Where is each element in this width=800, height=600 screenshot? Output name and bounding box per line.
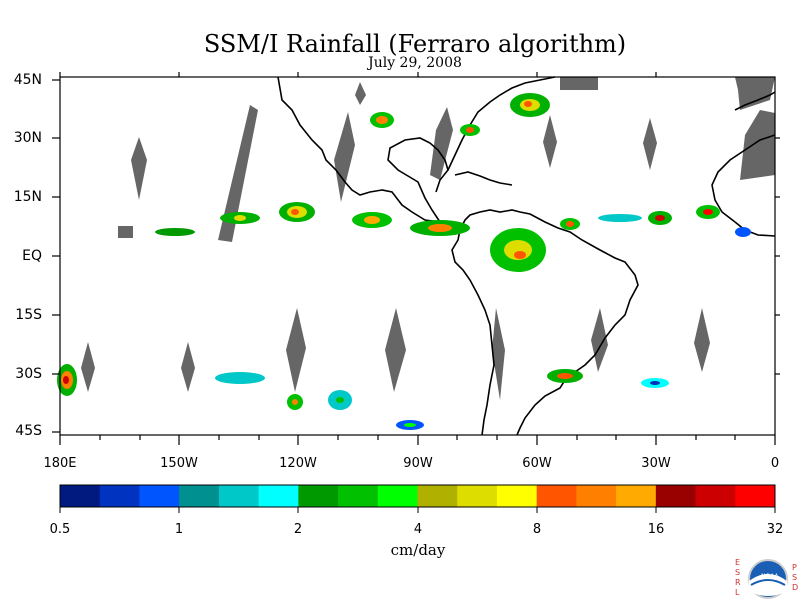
colorbar-cell (99, 485, 140, 507)
colorbar-cell (695, 485, 736, 507)
colorbar-cell (338, 485, 379, 507)
logo-badge-text: NOAA (761, 573, 779, 580)
rain-cluster (370, 112, 394, 128)
rain-cluster (510, 93, 550, 117)
colorbar-cell (496, 485, 538, 507)
colorbar-label: 2 (293, 522, 303, 537)
colorbar-label: 32 (766, 522, 784, 537)
swath (591, 308, 608, 372)
colorbar-ticks (59, 507, 776, 513)
lon-label-90w: 90W (403, 456, 433, 471)
map-title: SSM/I Rainfall (Ferraro algorithm) (203, 30, 627, 58)
colorbar-cell (536, 485, 577, 507)
colorbar-cell (576, 485, 617, 507)
colorbar-cell (377, 485, 418, 507)
logo-right-letters: PSD (792, 563, 799, 592)
colorbar-cell (655, 485, 696, 507)
rain-cluster (648, 211, 672, 225)
colorbar-label: 0.5 (49, 522, 71, 537)
colorbar-cell (735, 485, 776, 507)
rain-cluster (215, 372, 265, 384)
colorbar-cell (457, 485, 498, 507)
map-area (60, 77, 775, 435)
swath (286, 308, 306, 392)
map-date: July 29, 2008 (368, 55, 462, 71)
lat-label-45n: 45N (13, 72, 42, 88)
swath (81, 342, 95, 392)
rain-cluster (396, 420, 424, 430)
colorbar-cell (417, 485, 458, 507)
axis-ticks (52, 72, 780, 445)
colorbar-label: 4 (413, 522, 423, 537)
rain-cluster (57, 364, 77, 396)
colorbar-cell (258, 485, 299, 507)
rain-cluster (598, 214, 642, 222)
swath (181, 342, 195, 392)
swath (355, 82, 366, 105)
lon-label-0: 0 (770, 456, 780, 471)
lat-label-30s: 30S (15, 366, 42, 382)
lon-label-60w: 60W (522, 456, 552, 471)
swath (735, 77, 775, 110)
colorbar-label: 1 (174, 522, 184, 537)
lat-label-45s: 45S (15, 423, 42, 439)
rain-cluster (735, 227, 751, 237)
swath (643, 118, 657, 170)
coastline-caribbean-islands (454, 171, 513, 186)
swath (492, 308, 505, 400)
colorbar-cell (139, 485, 180, 507)
swath (430, 107, 453, 180)
swath (694, 308, 710, 372)
lat-label-15n: 15N (13, 189, 42, 205)
rain-cluster (560, 218, 580, 230)
no-data-swaths (81, 77, 775, 400)
colorbar-label: 8 (532, 522, 542, 537)
colorbar-label: 16 (647, 522, 665, 537)
colorbar (59, 484, 776, 508)
lat-label-eq: EQ (22, 248, 42, 264)
rain-cluster (696, 205, 720, 219)
swath (218, 105, 258, 242)
rain-cluster (460, 124, 480, 136)
colorbar-cell (616, 485, 657, 507)
lon-label-120w: 120W (279, 456, 317, 471)
colorbar-cell (218, 485, 260, 507)
swath (560, 77, 598, 90)
noaa-badge-icon (748, 559, 788, 599)
colorbar-cell (298, 485, 339, 507)
lon-label-150w: 150W (160, 456, 198, 471)
coastline-south-america-west (451, 229, 495, 436)
swath (118, 226, 133, 238)
rain-cluster (220, 212, 260, 224)
lat-label-15s: 15S (15, 307, 42, 323)
logo-left-letters: ESRL (735, 558, 741, 597)
rain-cluster (490, 228, 546, 272)
coastline-iberia (734, 91, 776, 111)
coastline-north-america-east (447, 76, 556, 171)
colorbar-cell (179, 485, 220, 507)
rain-cluster (547, 369, 583, 383)
rainfall-clusters (57, 93, 751, 430)
rain-cluster (410, 220, 470, 236)
lat-label-30n: 30N (13, 130, 42, 146)
swath (131, 137, 147, 200)
swath (385, 308, 406, 392)
swath (543, 115, 557, 168)
colorbar-unit: cm/day (390, 541, 446, 559)
swath (740, 110, 775, 180)
colorbar-cell (60, 485, 101, 507)
rain-cluster (279, 202, 315, 222)
lon-label-180e: 180E (43, 456, 77, 471)
lon-label-30w: 30W (641, 456, 671, 471)
coastline-gulf-of-mexico (387, 137, 449, 223)
rain-cluster (155, 228, 195, 236)
swath (334, 112, 355, 202)
rain-cluster (287, 394, 303, 410)
noaa-logo: ESRL NOAA PSD (735, 555, 800, 600)
rain-cluster (641, 378, 669, 388)
rain-cluster (328, 390, 352, 410)
rain-cluster (352, 212, 392, 228)
coastline-south-america-east (459, 209, 639, 436)
